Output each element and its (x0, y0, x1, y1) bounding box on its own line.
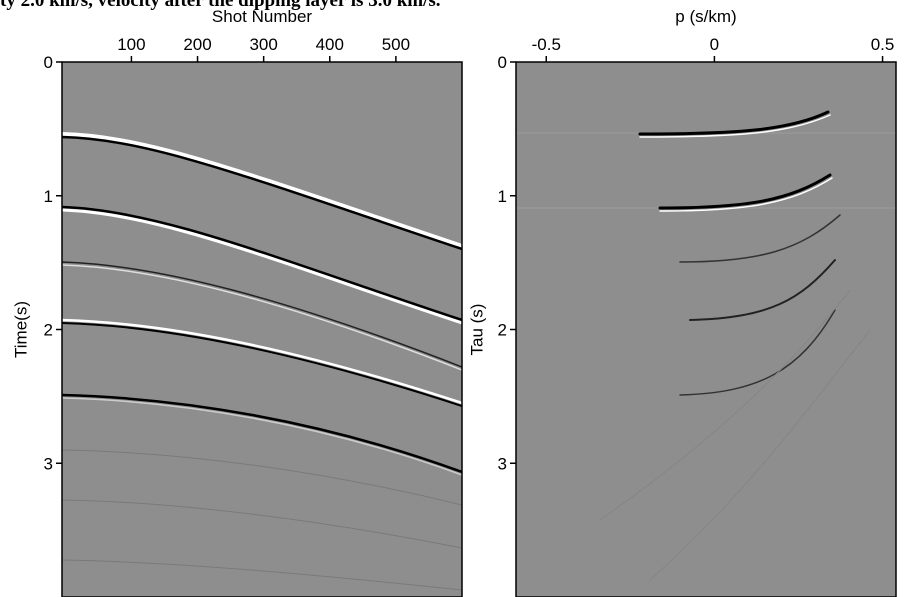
x-tick-label: 400 (316, 35, 344, 54)
right-image (516, 62, 896, 597)
x-tick-label: 500 (382, 35, 410, 54)
y-tick-label: 2 (498, 321, 507, 340)
y-tick-label: 2 (44, 321, 53, 340)
y-tick-label: 1 (44, 187, 53, 206)
x-axis-title: Shot Number (212, 7, 312, 26)
x-tick-label: 300 (249, 35, 277, 54)
y-axis-title: Tau (s) (467, 304, 486, 356)
y-tick-label: 3 (44, 454, 53, 473)
x-axis-title: p (s/km) (675, 7, 736, 26)
x-tick-label: 100 (117, 35, 145, 54)
y-tick-label: 3 (498, 454, 507, 473)
x-tick-label: 0.5 (871, 35, 895, 54)
caption: ty 2.0 km/s, velocity after the dipping … (0, 0, 441, 11)
y-axis-title: Time(s) (11, 301, 30, 358)
y-tick-label: 0 (44, 53, 53, 72)
x-tick-label: 0 (710, 35, 719, 54)
y-tick-label: 1 (498, 187, 507, 206)
y-tick-label: 0 (498, 53, 507, 72)
left-image (62, 62, 462, 597)
x-tick-label: 200 (183, 35, 211, 54)
x-tick-label: -0.5 (532, 35, 561, 54)
